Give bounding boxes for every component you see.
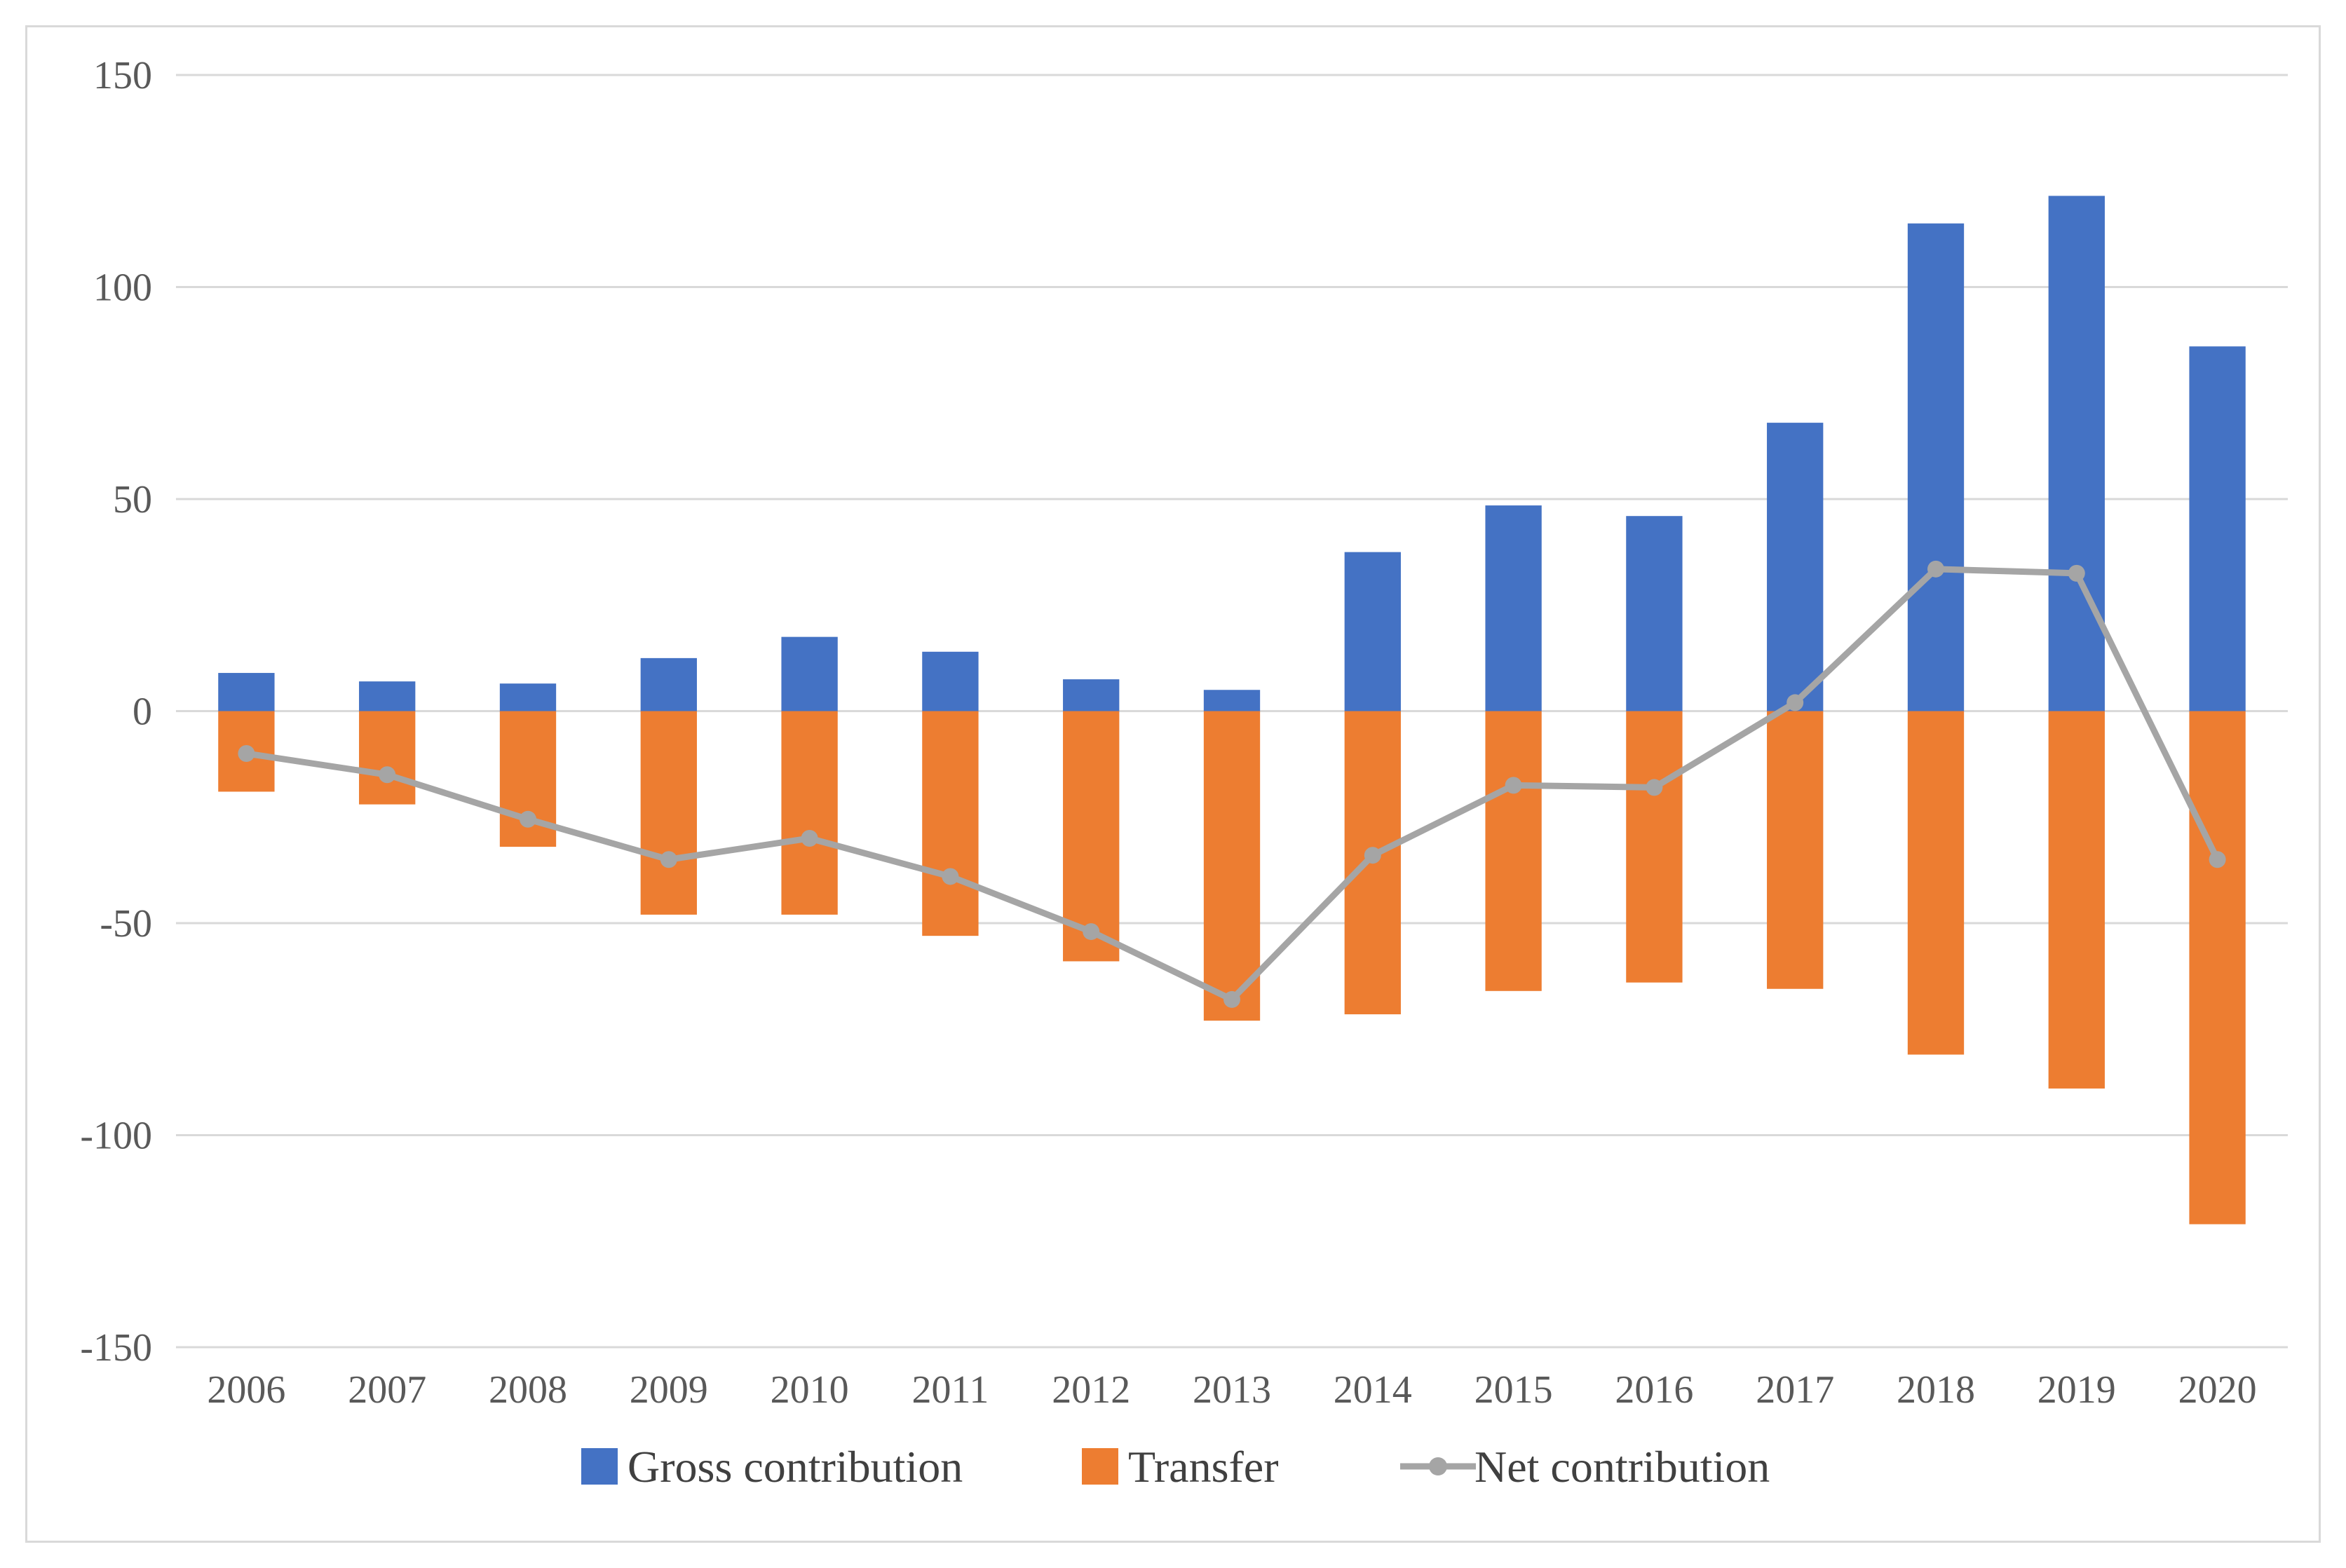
gross-contribution-bar-2007 bbox=[359, 681, 416, 711]
gross-contribution-bar-2019 bbox=[2048, 196, 2105, 711]
gross-contribution-bar-2015 bbox=[1485, 505, 1542, 711]
x-tick-label: 2014 bbox=[1334, 1368, 1412, 1412]
y-tick-label: -150 bbox=[80, 1326, 152, 1370]
x-tick-label: 2015 bbox=[1474, 1368, 1553, 1412]
gross-contribution-bar-2011 bbox=[922, 651, 979, 711]
legend-swatch-marker bbox=[1429, 1457, 1447, 1475]
net-contribution-point-2014 bbox=[1364, 847, 1381, 864]
transfer-bar-2012 bbox=[1063, 711, 1120, 962]
net-contribution-point-2009 bbox=[660, 851, 677, 868]
net-contribution-point-2013 bbox=[1223, 990, 1240, 1008]
chart-frame: 150 100 50 0 -50 -100 -150 2006 2007 2008 2009 201… bbox=[25, 25, 2321, 1543]
net-contribution-point-2006 bbox=[238, 745, 255, 762]
x-axis-tick-labels: 2006 2007 2008 2009 2010 2011 2012 2013 2014 2015… bbox=[207, 1368, 2256, 1412]
legend-label: Transfer bbox=[1128, 1442, 1279, 1492]
x-tick-label: 2010 bbox=[771, 1368, 849, 1412]
x-tick-label: 2016 bbox=[1615, 1368, 1693, 1412]
transfer-bar-2010 bbox=[781, 711, 838, 915]
transfer-bar-2007 bbox=[359, 711, 416, 805]
transfer-bar-2018 bbox=[1907, 711, 1965, 1055]
bars bbox=[218, 196, 2246, 1225]
gross-contribution-bar-2010 bbox=[781, 636, 838, 711]
transfer-bar-2019 bbox=[2048, 711, 2105, 1089]
legend-label: Net contribution bbox=[1474, 1442, 1770, 1492]
chart-svg: 150 100 50 0 -50 -100 -150 2006 2007 2008 2009 201… bbox=[80, 54, 2288, 1492]
net-contribution-point-2020 bbox=[2209, 851, 2226, 868]
y-tick-label: 100 bbox=[93, 266, 152, 310]
y-tick-label: 0 bbox=[133, 690, 152, 734]
x-tick-label: 2011 bbox=[911, 1368, 989, 1412]
legend-item-transfer: Transfer bbox=[1082, 1442, 1279, 1492]
transfer-bar-2015 bbox=[1485, 711, 1542, 991]
net-contribution-point-2019 bbox=[2068, 564, 2085, 582]
legend-item-net-contribution: Net contribution bbox=[1400, 1442, 1770, 1492]
transfer-bar-2009 bbox=[640, 711, 697, 915]
x-tick-label: 2012 bbox=[1052, 1368, 1130, 1412]
gross-contribution-bar-2018 bbox=[1907, 223, 1965, 711]
x-tick-label: 2008 bbox=[489, 1368, 567, 1412]
y-tick-label: 150 bbox=[93, 54, 152, 97]
y-axis-tick-labels: 150 100 50 0 -50 -100 -150 bbox=[80, 54, 152, 1370]
legend-swatch-transfer bbox=[1082, 1448, 1118, 1485]
legend-swatch-gross-contribution bbox=[581, 1448, 618, 1485]
transfer-bar-2017 bbox=[1767, 711, 1824, 989]
gross-contribution-bar-2020 bbox=[2189, 346, 2246, 711]
x-tick-label: 2009 bbox=[630, 1368, 708, 1412]
gross-contribution-bar-2013 bbox=[1203, 690, 1261, 711]
gross-contribution-bar-2009 bbox=[640, 657, 697, 711]
x-tick-label: 2017 bbox=[1756, 1368, 1834, 1412]
net-contribution-point-2015 bbox=[1505, 777, 1522, 794]
gross-contribution-bar-2006 bbox=[218, 673, 275, 711]
x-tick-label: 2019 bbox=[2038, 1368, 2116, 1412]
net-contribution-point-2017 bbox=[1786, 694, 1804, 711]
legend-label: Gross contribution bbox=[628, 1442, 963, 1492]
y-tick-label: -100 bbox=[80, 1114, 152, 1158]
net-contribution-point-2008 bbox=[520, 810, 536, 828]
gross-contribution-bar-2008 bbox=[499, 683, 557, 711]
x-tick-label: 2007 bbox=[348, 1368, 426, 1412]
net-contribution-point-2010 bbox=[801, 830, 818, 847]
gross-contribution-bar-2014 bbox=[1344, 552, 1401, 711]
transfer-bar-2020 bbox=[2189, 711, 2246, 1225]
y-tick-label: -50 bbox=[100, 902, 152, 946]
x-tick-label: 2013 bbox=[1193, 1368, 1271, 1412]
legend-item-gross-contribution: Gross contribution bbox=[581, 1442, 963, 1492]
net-contribution-point-2011 bbox=[942, 868, 959, 885]
gross-contribution-bar-2016 bbox=[1626, 516, 1683, 711]
transfer-bar-2013 bbox=[1203, 711, 1261, 1021]
legend: Gross contribution Transfer Net contributi… bbox=[581, 1442, 1770, 1492]
x-tick-label: 2006 bbox=[207, 1368, 285, 1412]
gross-contribution-bar-2017 bbox=[1767, 423, 1824, 711]
y-tick-label: 50 bbox=[113, 478, 152, 521]
net-contribution-point-2016 bbox=[1646, 779, 1663, 796]
net-contribution-line-layer bbox=[238, 560, 2226, 1008]
transfer-bar-2016 bbox=[1626, 711, 1683, 983]
x-tick-label: 2020 bbox=[2178, 1368, 2257, 1412]
transfer-bar-2011 bbox=[922, 711, 979, 936]
net-contribution-point-2007 bbox=[379, 766, 396, 784]
net-contribution-point-2012 bbox=[1083, 923, 1100, 941]
gross-contribution-bar-2012 bbox=[1063, 679, 1120, 711]
net-contribution-point-2018 bbox=[1927, 560, 1944, 578]
x-tick-label: 2018 bbox=[1897, 1368, 1975, 1412]
